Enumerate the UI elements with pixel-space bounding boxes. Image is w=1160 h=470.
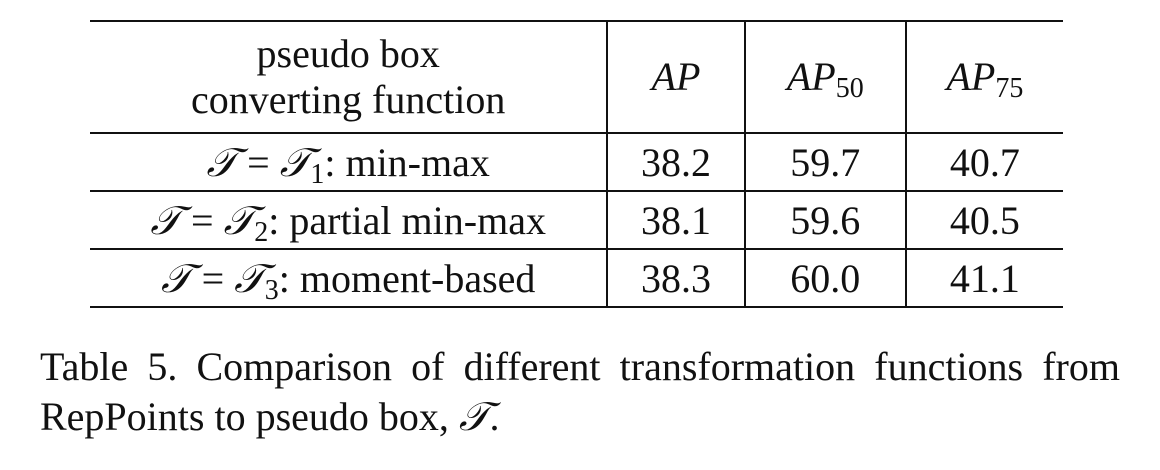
row-1-ap50: 59.7 [743, 132, 906, 191]
row-1-function: 𝒯 = 𝒯1: min-max [90, 132, 608, 191]
row-3-rhs-sub: 3 [264, 274, 279, 306]
table-caption: Table 5. Comparison of different transfo… [40, 342, 1120, 442]
header-ap50-base: AP [786, 54, 836, 99]
row-1-rhs-sub: 1 [310, 158, 325, 190]
header-ap75-base: AP [946, 54, 996, 99]
table-row: 𝒯 = 𝒯2: partial min-max 38.1 59.6 40.5 [90, 190, 1063, 249]
header-ap: AP [606, 20, 745, 133]
header-ap50: AP50 [743, 20, 906, 133]
row-1-ap75: 40.7 [904, 132, 1063, 191]
row-3-ap75: 41.1 [904, 248, 1063, 308]
row-2-function: 𝒯 = 𝒯2: partial min-max [90, 190, 608, 249]
row-3-rhs: 𝒯 [234, 255, 265, 302]
caption-text: Table 5. Comparison of different transfo… [40, 344, 1120, 439]
row-3-ap50: 60.0 [743, 248, 906, 308]
header-ap50-sub: 50 [835, 73, 864, 104]
header-ap75: AP75 [904, 20, 1063, 133]
header-converting-function: pseudo box converting function [90, 20, 608, 133]
results-table: pseudo box converting function AP AP50 A… [90, 20, 1063, 308]
row-3-lhs: 𝒯 [160, 255, 192, 302]
row-3-label: : moment-based [278, 255, 536, 301]
row-2-label: : partial min-max [268, 197, 546, 243]
caption-symbol: 𝒯 [458, 394, 490, 440]
caption-end: . [489, 394, 500, 439]
table-row: 𝒯 = 𝒯3: moment-based 38.3 60.0 41.1 [90, 248, 1063, 308]
row-2-ap50: 59.6 [743, 190, 906, 249]
row-2-eq: = [191, 197, 214, 243]
row-2-lhs: 𝒯 [150, 197, 182, 244]
row-3-eq: = [201, 255, 225, 301]
header-line-1: pseudo box [256, 31, 440, 76]
row-1-lhs: 𝒯 [206, 139, 238, 186]
row-2-rhs-sub: 2 [254, 216, 269, 248]
table-row: 𝒯 = 𝒯1: min-max 38.2 59.7 40.7 [90, 132, 1063, 191]
table-header-row: pseudo box converting function AP AP50 A… [90, 20, 1063, 133]
row-3-ap: 38.3 [606, 248, 745, 308]
row-3-function: 𝒯 = 𝒯3: moment-based [90, 248, 608, 308]
row-2-ap: 38.1 [606, 190, 745, 249]
row-1-ap: 38.2 [606, 132, 745, 191]
row-1-eq: = [247, 139, 270, 185]
row-1-rhs: 𝒯 [279, 139, 311, 186]
header-ap75-sub: 75 [995, 73, 1024, 104]
row-2-rhs: 𝒯 [223, 197, 255, 244]
row-1-label: : min-max [324, 139, 490, 185]
header-line-2: converting function [191, 77, 506, 122]
header-ap-base: AP [651, 54, 701, 99]
row-2-ap75: 40.5 [904, 190, 1063, 249]
